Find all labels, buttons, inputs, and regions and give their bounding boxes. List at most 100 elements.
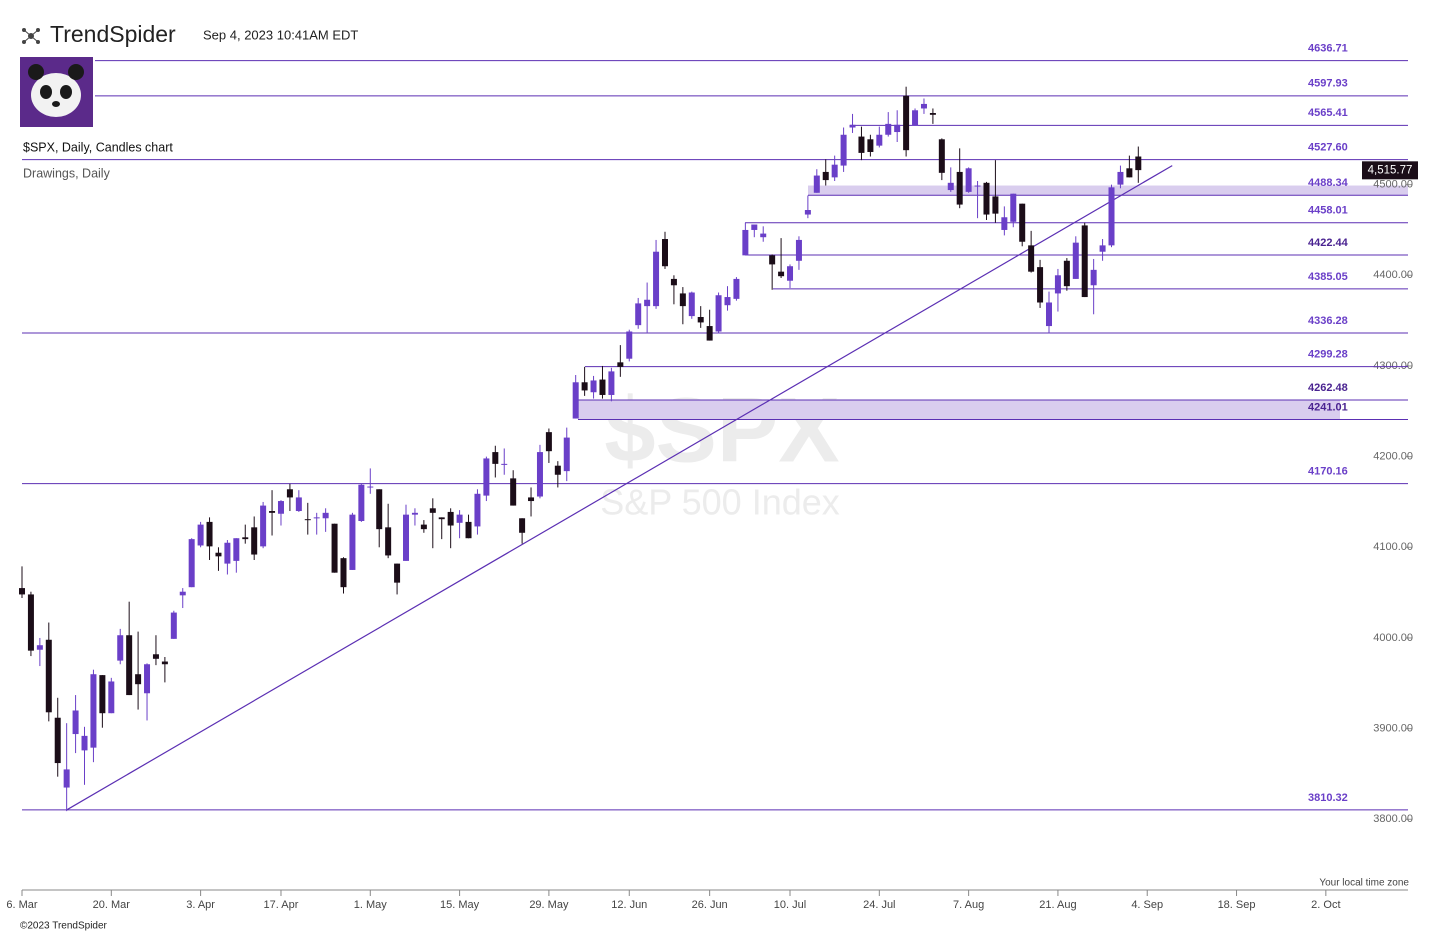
brand: TrendSpider [50, 21, 176, 47]
candle-body [233, 538, 240, 561]
level-label: 4336.28 [1308, 315, 1348, 327]
x-tick-label: 4. Sep [1131, 899, 1163, 911]
trendline [66, 165, 1173, 811]
candle-body [1037, 267, 1044, 303]
x-tick-label: 12. Jun [611, 899, 647, 911]
candle-body [644, 299, 651, 307]
plot: 3800.00 3900.00 4000.00 4100.00 4200.00 4300.… [6, 43, 1418, 911]
x-tick-label: 18. Sep [1218, 899, 1256, 911]
candle-body [661, 239, 668, 267]
candle-body [420, 524, 427, 530]
candle-body [688, 292, 695, 317]
timestamp: Sep 4, 2023 10:41AM EDT [203, 27, 358, 42]
candle-body [938, 139, 945, 173]
candle-body [251, 527, 258, 555]
timezone: Your local time zone [1319, 878, 1409, 889]
candle-body [528, 497, 535, 502]
candle-body [1081, 225, 1088, 298]
candle-body [590, 380, 597, 393]
candle-body [724, 297, 731, 306]
level-label: 4385.05 [1308, 271, 1348, 283]
candle-body [1135, 156, 1142, 171]
logo [22, 28, 40, 44]
level-label: 4170.16 [1308, 466, 1348, 478]
avatar [20, 57, 93, 127]
candle-body [706, 326, 713, 341]
last-price-box [1362, 161, 1418, 180]
candle-body [295, 497, 302, 512]
candle-body [197, 524, 204, 546]
x-tick-label: 1. May [354, 899, 388, 911]
candle-body [903, 95, 910, 151]
candle-body [885, 123, 892, 135]
candle-body [456, 514, 463, 523]
candle-body [1045, 302, 1052, 327]
candle-body [376, 489, 383, 530]
level-label: 4565.41 [1308, 107, 1348, 119]
candle-body [965, 168, 972, 192]
y-tick-label: 3900.00 [1373, 723, 1413, 735]
candle-body [822, 171, 829, 181]
candle-body [367, 486, 374, 488]
candle-body [72, 710, 79, 735]
y-tick-label: 4200.00 [1373, 451, 1413, 463]
level-label: 4458.01 [1308, 205, 1348, 217]
candle-body [733, 278, 740, 299]
last-price-label: 4,515.77 [1368, 164, 1413, 176]
x-tick-label: 21. Aug [1039, 899, 1076, 911]
candle-body [135, 674, 142, 685]
candle-body [858, 136, 865, 153]
candle-body [1001, 217, 1008, 230]
candle-body [242, 537, 249, 540]
level-label: 4636.71 [1308, 43, 1348, 55]
y-tick-label: 4500.00 [1373, 179, 1413, 191]
candle-body [876, 134, 883, 146]
candle-body [572, 382, 579, 419]
candle-body [358, 484, 365, 521]
x-tick-label: 7. Aug [953, 899, 984, 911]
level-label: 4241.01 [1308, 401, 1348, 413]
candle-body [554, 465, 561, 475]
candle-body [563, 437, 570, 472]
candle-body [519, 518, 526, 533]
x-tick-label: 3. Apr [186, 899, 215, 911]
drawings-label: Drawings, Daily [23, 166, 111, 180]
candle-body [697, 316, 704, 323]
candle-body [36, 645, 43, 650]
x-tick-label: 15. May [440, 899, 480, 911]
x-tick-label: 17. Apr [264, 899, 299, 911]
candle-body [920, 103, 927, 109]
candle-body [99, 675, 106, 714]
candle-body [992, 196, 999, 214]
candle-body [1063, 260, 1070, 287]
candle-body [152, 654, 159, 659]
candle-body [161, 661, 168, 665]
candle-body [1117, 171, 1124, 185]
candle-body [1019, 203, 1026, 242]
candle-body [617, 362, 624, 367]
watermark-symbol: $SPX [604, 379, 839, 481]
candle-body [322, 512, 329, 519]
x-tick-label: 20. Mar [93, 899, 131, 911]
x-tick-label: 26. Jun [692, 899, 728, 911]
candle-body [286, 489, 293, 498]
candle-body [635, 303, 642, 326]
candle-body [804, 210, 811, 215]
candle-body [126, 635, 133, 696]
y-tick-label: 3800.00 [1373, 813, 1413, 825]
candle-body [894, 124, 901, 133]
candle-body [117, 635, 124, 661]
candle-body [760, 233, 767, 238]
candle-body [501, 463, 508, 465]
x-tick-label: 6. Mar [6, 899, 38, 911]
candle-body [679, 293, 686, 307]
candle-body [653, 251, 660, 307]
x-tick-label: 24. Jul [863, 899, 895, 911]
candle-body [349, 514, 356, 570]
level-label: 4527.60 [1308, 142, 1348, 154]
x-tick-label: 29. May [529, 899, 569, 911]
candle-body [224, 542, 231, 564]
candle-body [27, 594, 34, 651]
candle-body [778, 271, 785, 277]
